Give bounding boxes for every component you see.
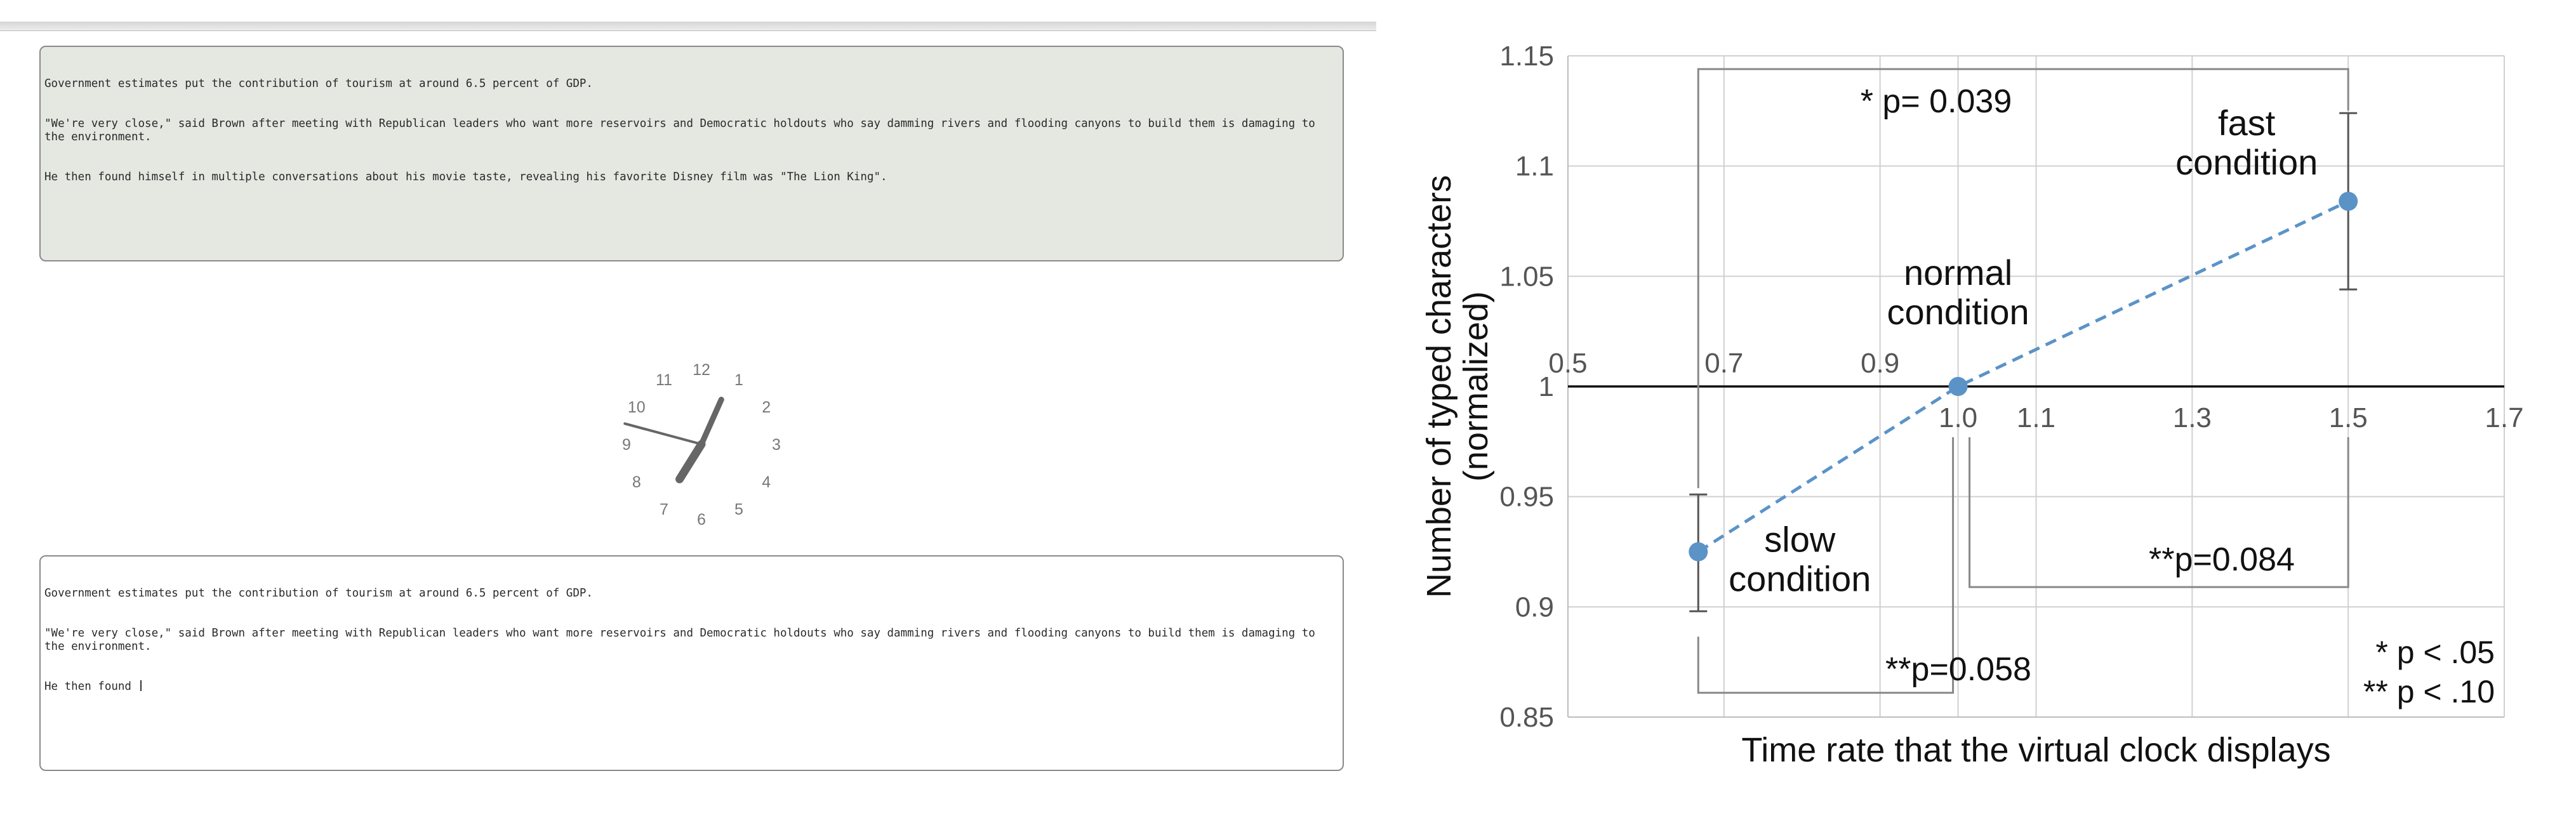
data-point bbox=[1689, 542, 1708, 562]
clock-second-hand bbox=[623, 422, 703, 445]
clock-number: 9 bbox=[622, 436, 631, 454]
text-caret bbox=[140, 680, 142, 691]
y-tick-label: 0.95 bbox=[1499, 482, 1554, 513]
point-label: condition bbox=[2175, 142, 2318, 182]
clock-number: 5 bbox=[734, 501, 743, 518]
y-tick-label: 1.05 bbox=[1499, 261, 1554, 292]
x-tick-label: 1.0 bbox=[1939, 402, 1977, 433]
reference-line: Government estimates put the contributio… bbox=[44, 77, 593, 90]
reference-text-box: Government estimates put the contributio… bbox=[39, 46, 1344, 261]
clock-number: 1 bbox=[734, 371, 743, 389]
typed-line-text: He then found bbox=[44, 680, 138, 693]
reference-line: He then found himself in multiple conver… bbox=[44, 171, 887, 183]
x-tick-label: 0.7 bbox=[1704, 348, 1743, 379]
point-label: condition bbox=[1729, 559, 1871, 599]
clock-number: 12 bbox=[693, 361, 710, 379]
y-tick-label: 1 bbox=[1539, 371, 1554, 402]
trend-line bbox=[1697, 199, 2349, 553]
results-chart: 0.85 0.9 0.95 1 1.05 1.1 1.15 0.5 0.7 0.9 1.0 1.1 1.… bbox=[1420, 41, 2524, 769]
clock-number: 6 bbox=[697, 511, 706, 529]
y-tick-label: 0.9 bbox=[1515, 591, 1554, 623]
significance-legend: * p < .05 bbox=[2375, 635, 2495, 670]
clock-number: 7 bbox=[660, 501, 668, 518]
top-toolbar-strip bbox=[0, 22, 1376, 31]
typing-input-box[interactable]: Government estimates put the contributio… bbox=[39, 555, 1344, 771]
clock-hour-hand bbox=[675, 440, 706, 484]
clock-number: 10 bbox=[628, 399, 646, 416]
point-label: condition bbox=[1887, 292, 2029, 332]
significance-legend: ** p < .10 bbox=[2363, 674, 2495, 709]
y-axis-title: Number of typed characters bbox=[1420, 175, 1458, 598]
data-point bbox=[2339, 192, 2358, 211]
x-tick-label: 1.3 bbox=[2173, 402, 2212, 433]
typed-line: He then found bbox=[44, 680, 1339, 694]
clock-number: 8 bbox=[632, 473, 641, 491]
y-tick-label: 0.85 bbox=[1499, 702, 1554, 733]
x-tick-label: 1.1 bbox=[2017, 402, 2055, 433]
point-label: fast bbox=[2218, 103, 2276, 143]
comparison-label: * p= 0.039 bbox=[1861, 83, 2012, 120]
clock-number: 3 bbox=[772, 436, 781, 454]
typed-line: Government estimates put the contributio… bbox=[44, 587, 593, 600]
comparison-bracket-slow-normal bbox=[1697, 437, 1955, 694]
y-tick-label: 1.15 bbox=[1499, 41, 1554, 72]
point-label: normal bbox=[1904, 253, 2012, 293]
x-tick-label: 1.5 bbox=[2329, 402, 2368, 433]
y-tick-label: 1.1 bbox=[1515, 151, 1554, 182]
clock-number: 2 bbox=[762, 399, 771, 416]
y-axis-title: (normalized) bbox=[1457, 291, 1495, 482]
x-tick-label: 0.5 bbox=[1548, 348, 1587, 379]
x-tick-label: 0.9 bbox=[1861, 348, 1899, 379]
clock-number: 11 bbox=[656, 371, 672, 389]
x-axis-title: Time rate that the virtual clock display… bbox=[1741, 731, 2330, 769]
x-tick-label: 1.7 bbox=[2485, 402, 2523, 433]
data-point bbox=[1948, 377, 1968, 396]
comparison-label: **p=0.084 bbox=[2149, 541, 2295, 578]
clock-minute-hand bbox=[698, 397, 724, 447]
point-label: slow bbox=[1764, 520, 1836, 560]
typed-line: "We're very close," said Brown after mee… bbox=[44, 627, 1322, 653]
reference-line: "We're very close," said Brown after mee… bbox=[44, 117, 1322, 143]
comparison-label: **p=0.058 bbox=[1885, 651, 2031, 688]
comparison-bracket-normal-fast bbox=[1969, 437, 2349, 588]
comparison-bracket-slow-fast bbox=[1697, 68, 2349, 489]
clock-number: 4 bbox=[762, 473, 771, 491]
